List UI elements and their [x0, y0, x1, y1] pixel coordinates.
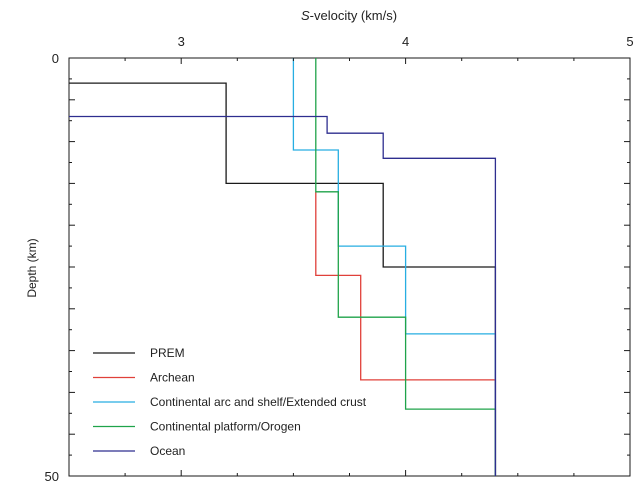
- x-tick-label: 4: [402, 34, 409, 49]
- series-line-ocean: [69, 115, 497, 476]
- legend: PREM Archean Continental arc and shelf/Ext…: [93, 346, 367, 458]
- series-line-prem: [69, 82, 497, 476]
- legend-label: Continental arc and shelf/Extended crust: [150, 395, 367, 409]
- y-axis-label: Depth (km): [25, 238, 39, 297]
- series-layer: [69, 58, 497, 476]
- x-axis-label: S-velocity (km/s): [301, 8, 397, 23]
- legend-label: Ocean: [150, 444, 185, 458]
- legend-label: Archean: [150, 371, 195, 385]
- series-line-continental-arc-and-shelf-extended-crust: [292, 58, 497, 476]
- tick-marks: [68, 57, 631, 477]
- x-axis-label-symbol: S: [301, 8, 310, 23]
- x-axis-label-text: -velocity (km/s): [310, 8, 397, 23]
- x-tick-label: 5: [626, 34, 633, 49]
- y-tick-label: 50: [45, 469, 59, 483]
- legend-label: PREM: [150, 346, 185, 360]
- plot-border: [68, 57, 631, 477]
- y-tick-label: 0: [52, 51, 59, 66]
- plot-frame: [68, 57, 631, 477]
- legend-label: Continental platform/Orogen: [150, 420, 301, 434]
- series-line-continental-platform-orogen: [315, 58, 497, 476]
- x-tick-label: 3: [178, 34, 185, 49]
